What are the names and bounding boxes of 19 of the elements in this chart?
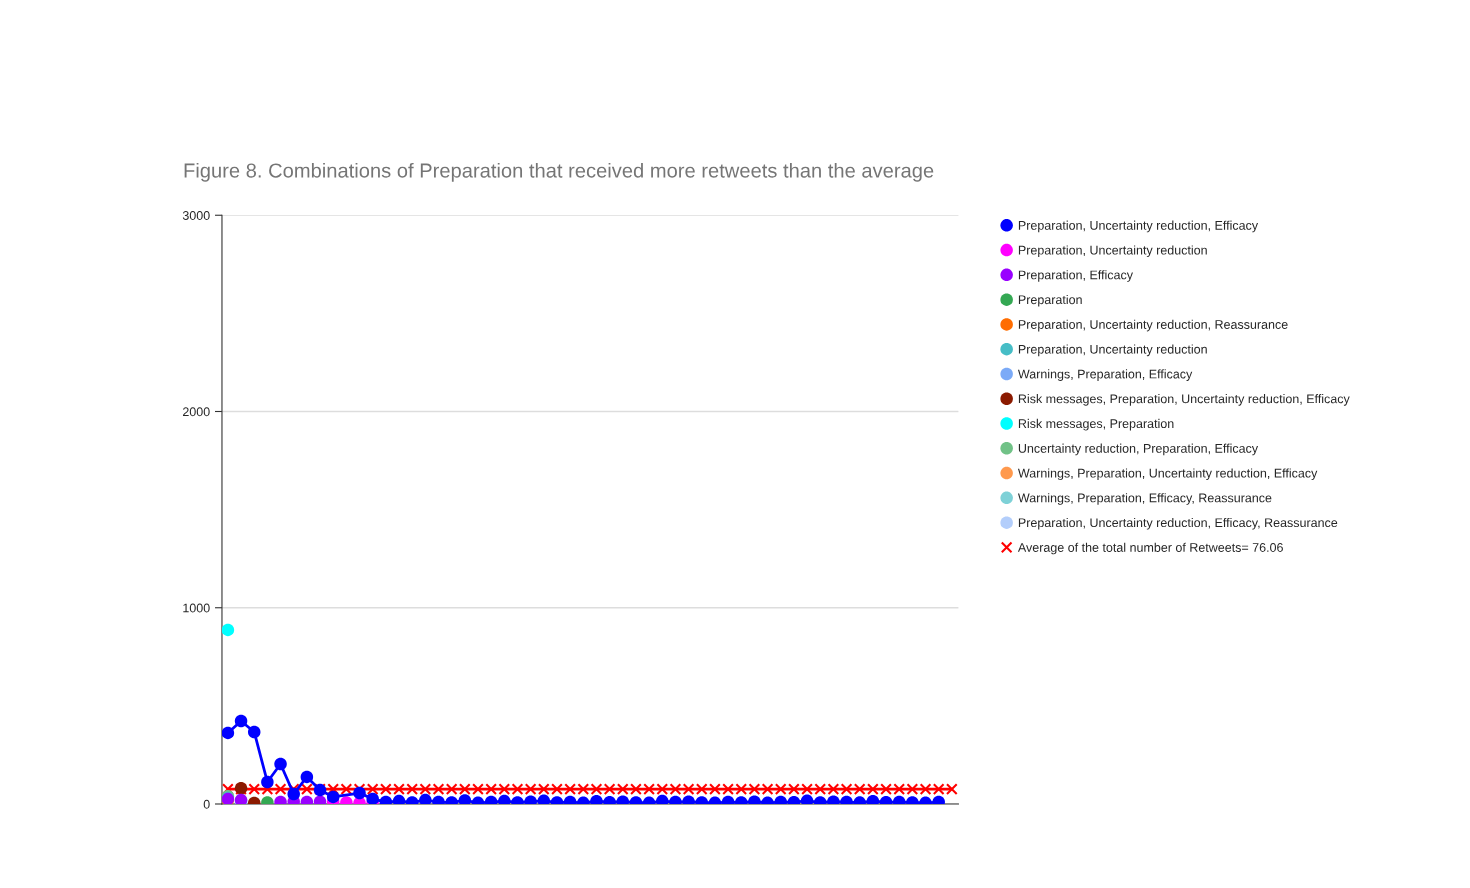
legend-label: Preparation, Uncertainty reduction, Reassurance	[1018, 319, 1288, 332]
y-tick-label: 0	[203, 799, 210, 809]
legend-label: Warnings, Preparation, Uncertainty reduction, Efficacy	[1017, 468, 1318, 481]
legend-label: Preparation, Uncertainty reduction, Efficacy, Reassurance	[1018, 517, 1338, 530]
y-tick-label: 2000	[182, 407, 210, 417]
chart-title: Figure 8. Combinations of Preparation that received more retweets than the average	[184, 162, 934, 182]
legend-label: Preparation, Uncertainty reduction	[1018, 344, 1207, 357]
legend-label: Warnings, Preparation, Efficacy, Reassurance	[1017, 493, 1272, 505]
legend-label: Preparation	[1018, 294, 1082, 307]
legend-label: Risk messages, Preparation, Uncertainty reduction, Efficacy	[1018, 394, 1350, 406]
legend-label: Preparation, Uncertainty reduction, Efficacy	[1018, 220, 1259, 233]
legend-label: Uncertainty reduction, Preparation, Efficacy	[1018, 443, 1259, 456]
y-tick-label: 3000	[182, 211, 210, 220]
legend-label: Warnings, Preparation, Efficacy	[1017, 369, 1193, 381]
legend-label: Risk messages, Preparation	[1018, 418, 1174, 431]
legend-label: Preparation, Efficacy	[1018, 270, 1133, 282]
y-tick-label: 1000	[183, 603, 210, 613]
legend-label: Preparation, Uncertainty reduction	[1018, 245, 1207, 258]
legend-label: Average of the total number of Retweets= 76.06	[1017, 542, 1283, 555]
